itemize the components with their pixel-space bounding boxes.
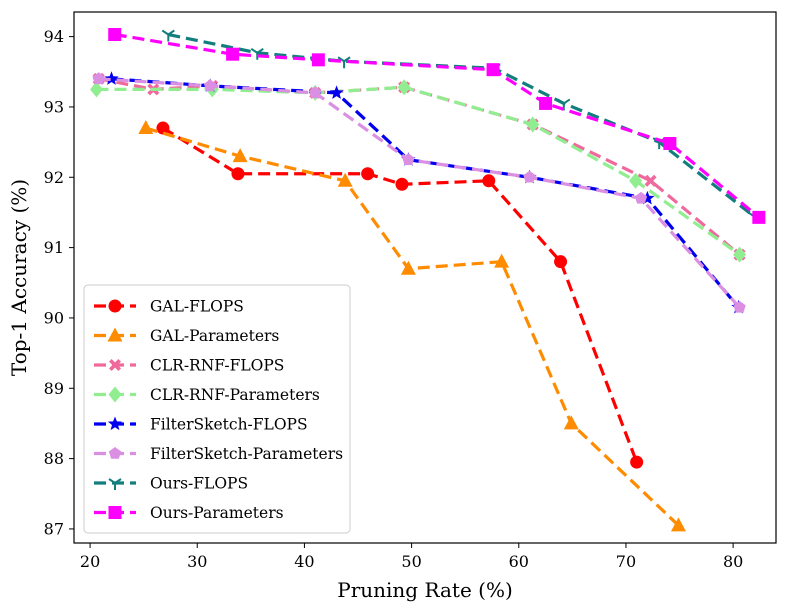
- x-tick-label: 30: [187, 552, 207, 571]
- data-point-gal-parameters: [232, 148, 248, 163]
- data-point-gal-parameters: [494, 253, 510, 268]
- y-tick-label: 94: [44, 27, 64, 46]
- data-point-clr-rnf-parameters: [733, 246, 747, 263]
- legend-box: [83, 284, 351, 534]
- data-point-gal-parameters: [563, 415, 579, 430]
- data-point-gal-flops: [630, 455, 644, 469]
- x-tick-label: 50: [401, 552, 421, 571]
- legend-label: CLR-RNF-FLOPS: [150, 357, 284, 375]
- series-gal-parameters: [138, 120, 686, 532]
- data-point-filtersketch-parameters: [308, 86, 322, 99]
- x-tick-label: 80: [723, 552, 743, 571]
- data-point-filtersketch-parameters: [402, 153, 415, 165]
- legend-label: Ours-Parameters: [150, 504, 284, 522]
- series-clr-rnf-flops: [92, 72, 746, 261]
- data-point-ours-parameters: [663, 137, 677, 151]
- legend-entry-ours-parameters: Ours-Parameters: [94, 504, 284, 522]
- data-point-ours-parameters: [752, 210, 766, 224]
- legend-marker: [108, 447, 122, 459]
- legend-entry-gal-flops: GAL-FLOPS: [94, 298, 244, 316]
- series-clr-rnf-parameters: [90, 79, 747, 263]
- data-point-filtersketch-parameters: [634, 191, 648, 204]
- legend-marker: [108, 299, 122, 313]
- legend-marker: [108, 386, 122, 403]
- legend-entry-filtersketch-parameters: FilterSketch-Parameters: [94, 445, 343, 463]
- legend-label: FilterSketch-Parameters: [150, 445, 343, 463]
- series-filtersketch-parameters: [92, 72, 746, 313]
- data-point-gal-flops: [361, 167, 375, 181]
- series-line-clr-rnf-flops: [98, 77, 741, 256]
- data-point-filtersketch-parameters: [523, 170, 536, 183]
- data-point-gal-flops: [395, 177, 409, 191]
- legend-entry-gal-parameters: GAL-Parameters: [94, 327, 279, 345]
- x-tick-label: 40: [294, 552, 314, 571]
- data-point-gal-parameters: [337, 172, 353, 187]
- data-point-gal-parameters: [670, 517, 686, 532]
- legend: GAL-FLOPS GAL-Parameters CLR-RNF-FLOPS CLR-…: [83, 284, 351, 534]
- data-point-gal-flops: [156, 121, 170, 135]
- data-point-ours-flops: [337, 56, 351, 69]
- data-point-filtersketch-parameters: [203, 79, 217, 92]
- data-point-clr-rnf-flops: [644, 174, 657, 187]
- data-point-clr-rnf-parameters: [629, 172, 643, 189]
- y-tick-label: 92: [44, 168, 64, 187]
- data-point-filtersketch-flops: [640, 190, 655, 205]
- x-tick-label: 70: [616, 552, 636, 571]
- series-line-clr-rnf-parameters: [96, 85, 741, 256]
- y-tick-label: 87: [44, 519, 64, 538]
- data-point-clr-rnf-parameters: [90, 81, 104, 98]
- y-tick-label: 89: [44, 379, 64, 398]
- x-axis-label: Pruning Rate (%): [337, 578, 513, 602]
- series-layer: [90, 28, 766, 532]
- series-line-filtersketch-parameters: [98, 77, 741, 309]
- legend-marker: [107, 416, 123, 431]
- x-tick-label: 60: [509, 552, 529, 571]
- data-point-gal-parameters: [138, 120, 154, 135]
- legend-entry-ours-flops: Ours-FLOPS: [94, 475, 248, 493]
- legend-label: CLR-RNF-Parameters: [150, 386, 320, 404]
- series-line-filtersketch-flops: [111, 77, 740, 309]
- data-point-gal-flops: [482, 174, 496, 188]
- legend-entry-clr-rnf-flops: CLR-RNF-FLOPS: [94, 357, 284, 375]
- data-point-filtersketch-flops: [329, 85, 344, 99]
- legend-label: FilterSketch-FLOPS: [150, 416, 308, 434]
- data-point-filtersketch-flops: [104, 71, 119, 85]
- series-ours-flops: [161, 29, 761, 223]
- series-line-ours-flops: [167, 32, 755, 218]
- axes-layer: 20 30 40 50 60 70 80 87 88 89 90 91 92 93 94: [44, 27, 744, 571]
- data-point-ours-parameters: [486, 63, 500, 77]
- data-point-filtersketch-parameters: [733, 300, 746, 313]
- x-tick-label: 20: [80, 552, 100, 571]
- y-tick-label: 88: [44, 449, 64, 468]
- legend-label: Ours-FLOPS: [150, 475, 248, 493]
- data-point-clr-rnf-parameters: [397, 79, 411, 96]
- legend-marker: [108, 478, 122, 490]
- data-point-gal-flops: [231, 167, 245, 181]
- plot-frame: [73, 11, 777, 544]
- data-point-filtersketch-parameters: [92, 72, 105, 85]
- data-point-ours-flops: [161, 29, 175, 42]
- data-point-ours-parameters: [311, 53, 325, 67]
- y-axis-label: Top-1 Accuracy (%): [7, 179, 31, 376]
- legend-entry-clr-rnf-parameters: CLR-RNF-Parameters: [94, 386, 320, 404]
- series-gal-flops: [156, 121, 644, 469]
- y-tick-label: 90: [44, 308, 64, 327]
- data-point-clr-rnf-parameters: [526, 116, 540, 133]
- data-point-ours-parameters: [108, 28, 122, 42]
- legend-entry-filtersketch-flops: FilterSketch-FLOPS: [94, 416, 308, 434]
- data-point-ours-parameters: [539, 96, 553, 110]
- data-point-gal-flops: [554, 255, 568, 269]
- y-tick-label: 91: [44, 238, 64, 257]
- data-point-ours-parameters: [226, 47, 240, 61]
- legend-label: GAL-Parameters: [150, 327, 279, 345]
- y-tick-label: 93: [44, 97, 64, 116]
- data-point-gal-parameters: [400, 260, 416, 275]
- legend-marker: [107, 327, 123, 342]
- legend-label: GAL-FLOPS: [150, 298, 244, 316]
- series-ours-parameters: [108, 28, 766, 224]
- legend-marker: [108, 506, 122, 519]
- legend-marker: [109, 359, 121, 371]
